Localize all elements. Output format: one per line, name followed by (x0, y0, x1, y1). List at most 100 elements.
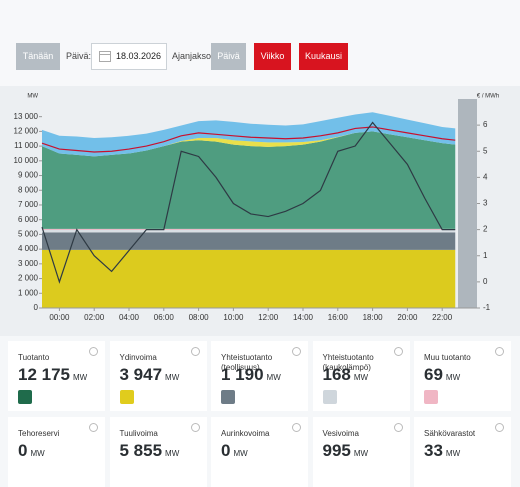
y-tick-label: 2 000 (18, 274, 39, 283)
value-number: 0 (18, 441, 28, 460)
forecast-zone (458, 99, 477, 308)
chart: MW € / MWh 0 1 000 2 000 3 000 4 000 5 000 6 0… (14, 94, 500, 323)
card-label: Muu tuotanto (424, 353, 471, 362)
day-button[interactable]: Päivä (211, 43, 246, 70)
card-label: Tuulivoima (119, 429, 158, 438)
value-unit: MW (233, 449, 248, 458)
x-tick-label: 18:00 (363, 313, 384, 322)
card-label: Vesivoima (322, 429, 359, 438)
info-icon (292, 347, 301, 356)
y-tick-label: 12 000 (14, 126, 39, 135)
card-label: Sähkövarastot (424, 429, 476, 438)
value-unit: MW (165, 449, 180, 458)
info-icon (495, 423, 504, 432)
month-button[interactable]: Kuukausi (299, 43, 348, 70)
y-tick-label: 9 000 (18, 171, 39, 180)
date-input[interactable]: 18.03.2026 (91, 43, 167, 70)
calendar-icon (99, 51, 111, 62)
card-value: 33 MW (424, 441, 460, 461)
y2-tick-label: 5 (483, 146, 488, 155)
card-icon (322, 390, 337, 404)
info-icon (495, 347, 504, 356)
card-value: 168 MW (323, 365, 369, 385)
stacked-area (42, 229, 456, 233)
y2-tick-label: 2 (483, 225, 488, 234)
y2-tick-label: 3 (483, 199, 488, 208)
stat-card: Vesivoima 995 MW (312, 417, 410, 487)
y-tick-label: 13 000 (14, 112, 39, 121)
value-number: 168 (322, 365, 351, 384)
card-label: Yhteistuotanto (kaukolämpö) (322, 353, 374, 372)
card-label: Yhteistuotanto (teollisuus) (221, 353, 273, 372)
stat-card: Muu tuotanto 69 MW (414, 341, 511, 411)
stat-card: Sähkövarastot 33 MW (414, 417, 511, 487)
card-value: 3 947 MW (120, 365, 180, 385)
value-unit: MW (353, 449, 369, 458)
card-icon (424, 390, 438, 404)
y-tick-label: 5 000 (18, 230, 39, 239)
info-icon (393, 347, 403, 356)
info-icon (292, 423, 301, 432)
y-tick-label: 10 000 (14, 156, 39, 165)
x-tick-label: 22:00 (432, 313, 453, 322)
card-label: Ydinvoima (119, 353, 157, 362)
x-tick-label: 06:00 (154, 313, 175, 322)
x-tick-label: 04:00 (119, 313, 140, 322)
day-label: Päivä: (66, 51, 92, 61)
page: Tänään Päivä: 18.03.2026 Ajanjakso: Päiv… (0, 0, 520, 460)
today-button[interactable]: Tänään (16, 43, 60, 70)
x-tick-label: 14:00 (293, 313, 314, 322)
card-label: Tehoreservi (18, 429, 60, 438)
stacked-area (42, 228, 456, 230)
value-unit: MW (266, 373, 281, 382)
stacked-area (42, 131, 456, 157)
card-value: 12 175 MW (18, 365, 87, 385)
x-tick-label: 10:00 (223, 313, 244, 322)
line (41, 121, 456, 284)
value-unit: MW (445, 373, 461, 382)
card-icon (18, 390, 32, 404)
value-unit: MW (353, 373, 369, 382)
card-icon (119, 390, 134, 404)
card-value: 995 MW (323, 441, 369, 461)
value-unit: MW (30, 449, 45, 458)
y2-tick-label: 1 (483, 251, 488, 260)
y-axis-label: MW (27, 94, 38, 100)
value-number: 69 (424, 365, 443, 384)
y-tick-label: 6 000 (18, 215, 39, 224)
y-tick-label: 3 000 (18, 259, 39, 268)
x-tick-label: 12:00 (258, 313, 279, 322)
value-number: 12 175 (18, 365, 70, 384)
week-button[interactable]: Viikko (254, 43, 291, 70)
period-label: Ajanjakso: (172, 51, 214, 61)
stat-card: Ydinvoima 3 947 MW (109, 341, 207, 411)
stat-card: Tuotanto 12 175 MW (8, 341, 105, 411)
y2-tick-label: 6 (483, 120, 488, 129)
value-number: 1 190 (221, 365, 264, 384)
card-value: 0 MW (221, 441, 248, 461)
stat-card: Tuulivoima 5 855 MW (109, 417, 207, 487)
card-label: Tuotanto (18, 353, 50, 362)
y2-tick-label: 4 (483, 172, 488, 181)
card-value: 1 190 MW (221, 365, 281, 385)
y2-axis-label: € / MWh (477, 94, 499, 100)
stacked-area (42, 131, 456, 229)
info-icon (89, 347, 98, 356)
y-tick-label: 0 (34, 303, 39, 312)
stat-card: Aurinkovoima 0 MW (211, 417, 308, 487)
info-icon (393, 423, 403, 432)
card-icon (221, 390, 235, 404)
info-icon (190, 347, 200, 356)
x-tick-label: 00:00 (49, 313, 70, 322)
x-tick-label: 20:00 (397, 313, 418, 322)
value-unit: MW (445, 449, 461, 458)
stacked-area (42, 249, 456, 308)
x-tick-label: 02:00 (84, 313, 105, 322)
y-tick-label: 8 000 (18, 185, 39, 194)
stacked-area (42, 232, 456, 250)
stacked-area (42, 112, 456, 157)
value-number: 3 947 (119, 365, 163, 384)
card-value: 69 MW (424, 365, 460, 385)
chart-panel: MW € / MWh 0 1 000 2 000 3 000 4 000 5 000 6 0… (0, 86, 520, 336)
toolbar: Tänään Päivä: 18.03.2026 Ajanjakso: Päiv… (0, 0, 520, 86)
